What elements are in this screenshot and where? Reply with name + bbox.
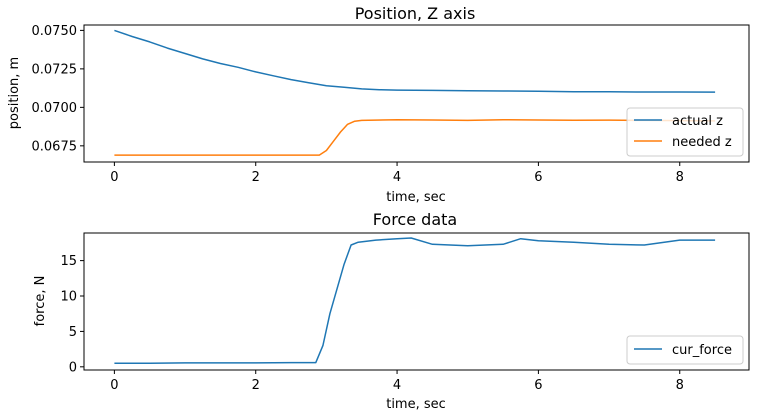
position-y-tick-label: 0.0675 bbox=[32, 139, 78, 154]
force-panel: Force data 0 2 4 6 8 0 5 10 15 time, sec force, … bbox=[33, 210, 750, 412]
position-x-tick-label: 6 bbox=[534, 170, 542, 185]
position-x-tick-label: 8 bbox=[676, 170, 684, 185]
force-y-tick-label: 15 bbox=[60, 254, 77, 269]
force-ticks: 0 2 4 6 8 0 5 10 15 bbox=[60, 254, 683, 393]
position-x-tick-label: 2 bbox=[252, 170, 260, 185]
position-y-tick-label: 0.0725 bbox=[32, 62, 78, 77]
force-y-tick-label: 0 bbox=[69, 360, 77, 375]
position-series-line-actual-z bbox=[114, 29, 716, 93]
position-y-tick-label: 0.0700 bbox=[32, 101, 78, 116]
position-series-line-needed-z bbox=[114, 118, 716, 156]
position-x-tick-label: 0 bbox=[110, 170, 118, 185]
force-series-line-cur-force bbox=[114, 237, 716, 365]
force-x-tick-label: 0 bbox=[110, 378, 118, 393]
force-axes-frame bbox=[83, 232, 750, 371]
legend-label-cur-force: cur_force bbox=[672, 343, 732, 358]
legend-label-needed-z: needed z bbox=[672, 135, 732, 150]
force-y-tick-label: 5 bbox=[69, 325, 77, 340]
force-x-tick-label: 8 bbox=[676, 378, 684, 393]
force-legend-box bbox=[626, 335, 744, 365]
position-axes-frame bbox=[83, 24, 750, 163]
force-x-tick-label: 6 bbox=[534, 378, 542, 393]
force-x-tick-label: 4 bbox=[393, 378, 401, 393]
force-y-tick-label: 10 bbox=[60, 290, 77, 305]
force-x-tick-label: 2 bbox=[252, 378, 260, 393]
position-y-tick-label: 0.0750 bbox=[32, 24, 78, 39]
force-legend: cur_force bbox=[626, 335, 744, 365]
position-legend: actual z needed z bbox=[626, 107, 744, 157]
position-y-axis-label: position, m bbox=[7, 57, 22, 129]
position-ticks: 0 2 4 6 8 0.0675 0.0700 0.0725 0.0750 bbox=[32, 24, 684, 185]
force-x-axis-label: time, sec bbox=[386, 397, 446, 412]
force-chart-title: Force data bbox=[373, 210, 457, 229]
legend-label-actual-z: actual z bbox=[672, 114, 723, 129]
position-panel: Position, Z axis 0 2 4 6 8 0.0675 0.0700 0.0725… bbox=[7, 4, 750, 205]
position-plot-area bbox=[114, 29, 716, 156]
position-x-axis-label: time, sec bbox=[386, 190, 446, 205]
force-plot-area bbox=[114, 237, 716, 365]
force-y-axis-label: force, N bbox=[33, 276, 48, 327]
position-x-tick-label: 4 bbox=[393, 170, 401, 185]
position-chart-title: Position, Z axis bbox=[355, 4, 476, 23]
